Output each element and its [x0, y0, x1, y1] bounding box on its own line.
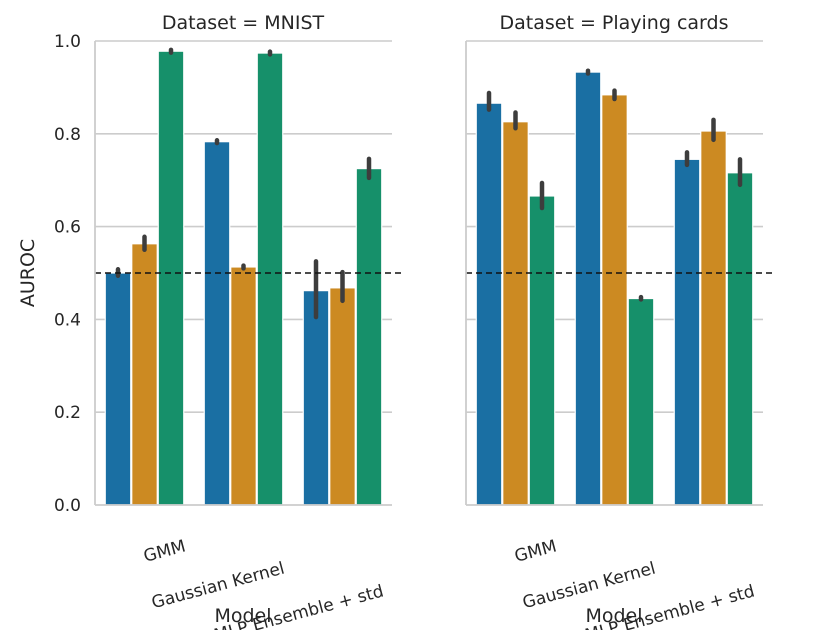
bar-mnist-mlp-ensemble-std-0 [302, 290, 330, 506]
bar-mnist-gmm-0 [104, 272, 132, 506]
bar-mnist-gaussian-kernel-1 [230, 266, 257, 506]
bar-mnist-gmm-2 [157, 50, 185, 506]
bar-mnist-gaussian-kernel-2 [256, 52, 284, 506]
bar-playing-cards-gaussian-kernel-1 [601, 94, 628, 506]
bar-playing-cards-gmm-2 [528, 195, 556, 506]
bar-mnist-mlp-ensemble-std-1 [329, 287, 356, 506]
bar-mnist-mlp-ensemble-std-2 [355, 168, 383, 506]
bar-mnist-gmm-1 [131, 243, 158, 506]
bar-playing-cards-mlp-ensemble-std-2 [726, 172, 754, 506]
y-tick-label-3: 0.6 [54, 218, 81, 238]
x-axis-label-playing-cards: Model [585, 605, 642, 627]
bar-playing-cards-mlp-ensemble-std-0 [673, 158, 701, 506]
y-tick-label-5: 1.0 [54, 32, 81, 52]
bar-playing-cards-gmm-0 [475, 102, 503, 506]
y-tick-label-2: 0.4 [54, 310, 81, 330]
x-tick-label-mnist-gmm: GMM [142, 537, 188, 567]
y-axis-label: AUROC [17, 239, 39, 307]
x-tick-label-playing-cards-gmm: GMM [513, 537, 559, 567]
panel-mnist: Dataset = MNIST 0.00.20.40.60.81.0 GMMGa… [17, 12, 402, 630]
bar-playing-cards-gmm-1 [502, 121, 529, 506]
panel-title-playing-cards: Dataset = Playing cards [500, 12, 729, 34]
bar-mnist-gaussian-kernel-0 [203, 141, 231, 506]
bar-playing-cards-gaussian-kernel-0 [574, 71, 602, 506]
panel-title-mnist: Dataset = MNIST [162, 12, 325, 34]
y-tick-label-1: 0.2 [54, 403, 81, 423]
x-axis-label-mnist: Model [214, 605, 271, 627]
bar-playing-cards-mlp-ensemble-std-1 [700, 130, 727, 506]
y-tick-label-4: 0.8 [54, 125, 81, 145]
y-tick-label-0: 0.0 [54, 496, 81, 516]
bar-playing-cards-gaussian-kernel-2 [627, 297, 655, 506]
